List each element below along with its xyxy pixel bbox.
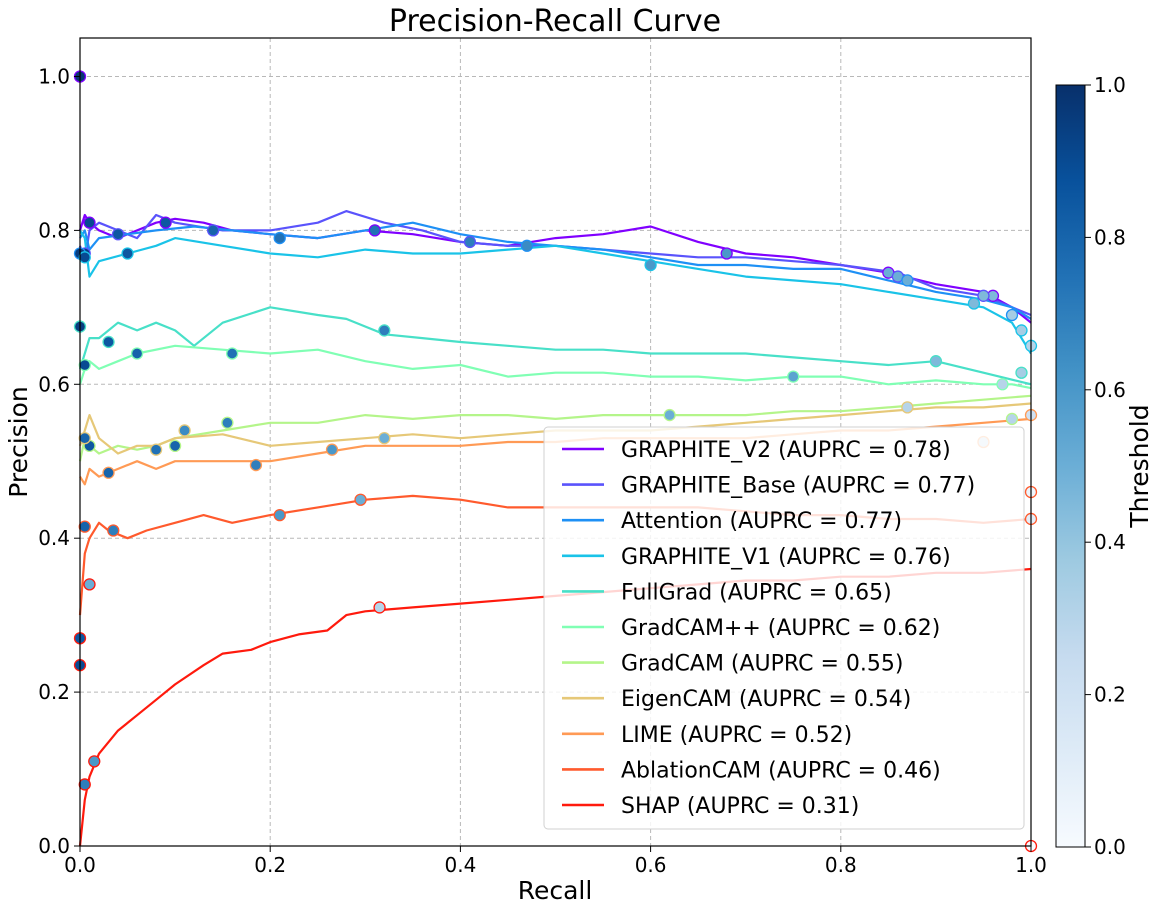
marker-fullgrad xyxy=(378,324,391,337)
legend-entry-gradcam: GradCAM++ (AUPRC = 0.62) xyxy=(621,616,940,641)
marker-eigencam xyxy=(378,432,391,445)
legend-box xyxy=(543,426,1025,830)
y-tick-label: 0.2 xyxy=(38,680,70,704)
marker-ablationcam xyxy=(107,524,120,537)
marker-eigencam xyxy=(901,401,914,414)
colorbar-tick-label: 0.6 xyxy=(1094,378,1126,402)
series-line-eigencam xyxy=(78,402,1031,455)
marker-graphite-v1 xyxy=(1015,324,1028,337)
marker-graphite-v2 xyxy=(368,224,381,237)
series-line-gradcam xyxy=(78,344,1031,390)
marker-attention xyxy=(520,239,534,252)
marker-graphite-base xyxy=(463,235,477,249)
marker-attention xyxy=(1005,308,1019,322)
x-tick-label: 0.8 xyxy=(825,853,857,877)
legend-entry-graphite-v1: GRAPHITE_V1 (AUPRC = 0.76) xyxy=(621,545,951,570)
marker-shap xyxy=(88,755,101,768)
series-line-gradcam xyxy=(78,394,1031,462)
legend-entry-shap: SHAP (AUPRC = 0.31) xyxy=(621,794,859,819)
series-line-graphite-base xyxy=(78,210,1031,317)
legend-entry-gradcam: GradCAM (AUPRC = 0.55) xyxy=(621,652,903,677)
x-tick-label: 0.6 xyxy=(635,853,667,877)
marker-gradcam xyxy=(78,358,91,372)
threshold-markers xyxy=(73,70,1038,853)
colorbar: Threshold 0.0 0.2 0.4 0.6 0.8 1.0 xyxy=(1055,73,1154,859)
legend-entry-attention: Attention (AUPRC = 0.77) xyxy=(621,509,902,534)
marker-eigencam xyxy=(149,443,163,456)
legend: GRAPHITE_V2 (AUPRC = 0.78) GRAPHITE_Base … xyxy=(543,426,1025,830)
y-axis: 0.0 0.2 0.4 0.6 0.8 1.0 xyxy=(38,64,80,858)
legend-entry-lime: LIME (AUPRC = 0.52) xyxy=(621,723,852,748)
marker-gradcam xyxy=(1005,412,1019,426)
marker-attention xyxy=(901,274,914,287)
marker-graphite-base xyxy=(977,289,990,302)
x-tick-label: 0.4 xyxy=(444,853,476,877)
chart-title: Precision-Recall Curve xyxy=(389,4,721,39)
marker-gradcam xyxy=(221,416,234,429)
plot-frame xyxy=(79,37,1032,847)
marker-lime xyxy=(249,458,263,472)
y-tick-label: 0.4 xyxy=(38,526,70,550)
marker-gradcam xyxy=(996,378,1009,391)
marker-graphite-v1 xyxy=(644,258,657,272)
legend-entry-ablationcam: AblationCAM (AUPRC = 0.46) xyxy=(621,758,941,783)
marker-gradcam xyxy=(168,439,182,452)
marker-graphite-v1 xyxy=(121,247,134,260)
y-tick-label: 0.8 xyxy=(38,218,70,242)
marker-eigencam xyxy=(178,424,191,437)
marker-ablationcam xyxy=(78,520,91,533)
colorbar-tick-label: 1.0 xyxy=(1094,73,1126,97)
series-line-graphite-v1 xyxy=(79,229,1031,355)
marker-graphite-v1 xyxy=(78,251,91,264)
legend-entry-eigencam: EigenCAM (AUPRC = 0.54) xyxy=(621,687,911,712)
colorbar-tick-label: 0.8 xyxy=(1094,225,1126,249)
x-axis-label: Recall xyxy=(518,876,593,905)
marker-lime xyxy=(325,443,339,456)
colorbar-tick-label: 0.2 xyxy=(1094,683,1126,707)
marker-ablationcam xyxy=(354,493,367,506)
marker-graphite-v2 xyxy=(159,216,172,229)
marker-gradcam xyxy=(663,408,676,422)
y-axis-label: Precision xyxy=(4,386,33,498)
marker-gradcam xyxy=(226,347,239,360)
marker-graphite-base xyxy=(206,224,220,237)
marker-gradcam xyxy=(787,370,800,383)
marker-lime xyxy=(102,466,115,479)
series-line-fullgrad xyxy=(78,306,1031,386)
legend-entry-fullgrad: FullGrad (AUPRC = 0.65) xyxy=(621,580,892,605)
colorbar-tick-label: 0.0 xyxy=(1094,835,1126,859)
marker-gradcam xyxy=(130,347,144,360)
x-tick-label: 0.2 xyxy=(254,853,286,877)
y-tick-label: 1.0 xyxy=(38,64,70,88)
marker-fullgrad xyxy=(929,355,943,368)
marker-graphite-v1 xyxy=(967,297,981,310)
marker-fullgrad xyxy=(102,335,115,349)
colorbar-tick-label: 0.4 xyxy=(1094,530,1126,554)
x-axis: 0.0 0.2 0.4 0.6 0.8 1.0 xyxy=(64,846,1047,877)
marker-fullgrad xyxy=(1015,366,1028,379)
series-line-attention xyxy=(79,221,1031,320)
marker-graphite-base xyxy=(111,228,125,241)
legend-entry-graphite-base: GRAPHITE_Base (AUPRC = 0.77) xyxy=(621,474,975,499)
x-tick-label: 0.0 xyxy=(64,853,96,877)
legend-entry-graphite-v2: GRAPHITE_V2 (AUPRC = 0.78) xyxy=(621,438,951,463)
marker-shap xyxy=(78,778,91,791)
marker-shap xyxy=(83,578,96,591)
series-lines xyxy=(78,210,1031,847)
marker-ablationcam xyxy=(273,508,286,522)
marker-graphite-v2 xyxy=(720,247,733,260)
y-tick-label: 0.0 xyxy=(38,834,70,858)
y-tick-label: 0.6 xyxy=(38,372,70,396)
marker-eigencam xyxy=(78,432,91,445)
colorbar-label: Threshold xyxy=(1125,404,1154,528)
marker-attention xyxy=(273,231,286,245)
marker-shap xyxy=(373,601,386,614)
marker-graphite-v2 xyxy=(83,216,96,229)
colorbar-gradient xyxy=(1055,84,1086,848)
x-tick-label: 1.0 xyxy=(1015,853,1047,877)
